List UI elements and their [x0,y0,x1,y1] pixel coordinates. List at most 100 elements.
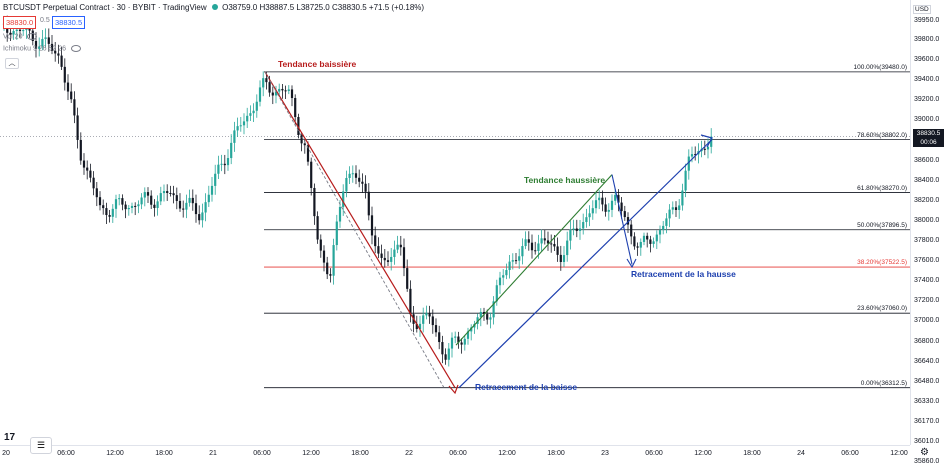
retrace-up-line [611,174,633,265]
menu-icon[interactable]: ☰ [30,437,52,454]
candle-body [159,193,162,202]
candle-body [114,199,118,209]
fib-level-label: 23.60%(37060.0) [857,305,907,313]
candle-body [527,239,530,243]
uptrend-label[interactable]: Tendance haussière [524,175,606,185]
candle-body [617,194,620,203]
candle-body [598,197,601,201]
retrace-up-arrowhead [626,258,637,269]
candle-body [111,208,114,217]
candle-body [585,217,588,223]
ichimoku-indicator[interactable]: Ichimoku 9 26 52 26 [3,45,81,52]
candle-body [604,204,607,212]
candle-body [646,235,649,240]
candle-body [569,229,572,241]
chart-canvas[interactable] [0,0,910,445]
candle-body [22,30,25,32]
chart-area[interactable] [0,0,910,445]
candle-body [121,198,124,205]
candle-body [550,243,553,245]
price-label: 39950.0 [914,17,940,24]
tradingview-logo[interactable]: 17 [4,432,16,443]
candle-body [671,207,674,210]
candle-body [636,246,639,248]
buy-price-button[interactable]: 38830.5 [52,16,86,29]
candle-body [652,241,655,244]
volume-indicator[interactable]: Vol 20 [3,33,38,40]
candle-body [249,113,252,116]
price-axis[interactable]: 39950.0 39800.0 39600.0 39400.0 39200.0 39000… [910,0,945,465]
candle-body [361,181,364,184]
candle-body [316,216,319,240]
candle-body [399,244,402,248]
price-label: 39400.0 [914,76,940,84]
candle-body [415,323,418,330]
fib-level-label: 100.00%(39480.0) [853,63,908,71]
candle-body [489,317,492,320]
candle-body [518,256,521,261]
uptrend-line [455,174,613,346]
candle-body [438,332,441,343]
eye-icon[interactable] [27,33,38,40]
ichimoku-label: Ichimoku 9 26 52 26 [3,45,67,53]
collapse-legend-button[interactable]: ︿ [5,58,19,69]
candle-body [502,275,505,278]
candle-body [236,126,239,131]
candle-body [380,253,383,258]
sell-price-button[interactable]: 38830.0 [3,16,37,29]
candle-body [89,170,92,178]
price-label: 38600.0 [914,156,940,164]
time-label: 21 [209,450,217,457]
candle-body [591,208,594,214]
candle-body [482,311,486,315]
candle-body [377,246,380,254]
price-label: 37600.0 [914,257,940,265]
retrace-up-label[interactable]: Retracement de la hausse [631,269,736,279]
candle-body [662,225,665,231]
time-label: 18:00 [155,450,173,457]
candle-body [396,244,399,250]
candle-body [34,40,38,49]
time-label: 24 [797,450,805,457]
candle-body [342,191,345,207]
candle-body [79,139,82,161]
candle-body [495,285,498,302]
candle-body [73,99,76,116]
candle-body [63,66,66,83]
candle-body [281,88,284,91]
candle-body [82,160,86,168]
candle-body [402,247,406,269]
candle-body [556,246,559,255]
candle-body [374,235,377,247]
candle-body [28,27,31,31]
candle-body [204,202,207,213]
diagonal-dashed-line [264,71,445,388]
symbol-title[interactable]: BTCUSDT Perpetual Contract · 30 · BYBIT … [3,3,207,12]
downtrend-label[interactable]: Tendance baissière [278,59,357,69]
candle-body [479,311,482,318]
candle-body [594,200,598,209]
candle-body [268,82,271,93]
candle-body [559,254,562,262]
candle-body [358,177,361,182]
candle-body [44,37,47,39]
time-label: 12:00 [694,450,712,457]
candle-body [578,228,582,231]
candle-body [223,163,226,166]
downtrend-line [264,71,456,389]
currency-selector[interactable]: USD [913,5,931,14]
time-axis[interactable]: 20 06:00 12:00 18:00 21 06:00 12:00 18:00 22 06:0… [0,445,910,462]
gear-icon[interactable]: ⚙ [920,447,929,458]
candle-body [198,214,201,221]
candle-body [393,249,396,257]
candle-body [508,261,511,271]
candle-body [300,135,303,144]
retrace-down-label[interactable]: Retracement de la baisse [475,382,578,392]
ohlc-values: O38759.0 H38887.5 L38725.0 C38830.5 +71.… [222,3,425,12]
candle-body [246,115,249,122]
candle-body [610,200,614,210]
price-label: 38400.0 [914,176,940,184]
eye-icon[interactable] [71,45,81,52]
candle-body [233,130,236,143]
candle-body [511,260,514,262]
